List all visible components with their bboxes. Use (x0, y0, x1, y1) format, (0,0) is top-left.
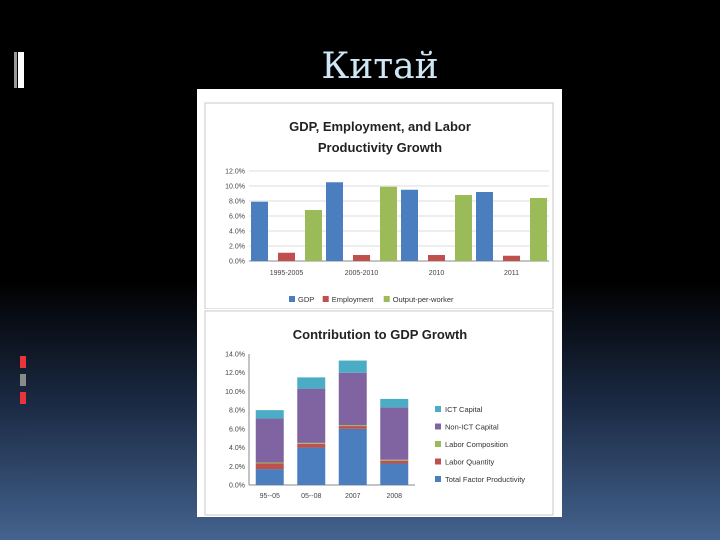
chart2-bar-labor-composition (380, 459, 409, 461)
chart2-x-tick: 95--05 (260, 493, 280, 500)
chart1-legend-swatch-output-per-worker (383, 296, 390, 302)
accent-square-red-2 (20, 392, 26, 404)
charts-picture: GDP, Employment, and Labor Productivity G… (197, 89, 562, 517)
chart1-y-tick: 2.0% (229, 244, 245, 251)
chart2-bar-non-ict-capital (297, 388, 326, 443)
chart2-y-tick: 6.0% (229, 426, 245, 433)
chart2-bar-ict-capital (297, 377, 326, 389)
chart1-bar-employment (428, 255, 445, 261)
chart1-x-tick: 2010 (429, 270, 445, 277)
chart1-legend-swatch-gdp (289, 296, 295, 302)
chart1-bar-output-per-worker (455, 195, 472, 261)
chart1-bar-employment (503, 255, 520, 261)
chart2-bar-labor-composition (338, 425, 367, 427)
title-accent-white (18, 52, 24, 88)
chart1-x-tick: 1995-2005 (270, 270, 304, 277)
chart1-y-tick: 12.0% (225, 169, 245, 176)
chart1-bar-employment (353, 255, 370, 261)
chart1-bar-output-per-worker (305, 210, 322, 261)
chart1-title-line: Productivity Growth (318, 140, 442, 155)
chart2-legend-swatch-non-ict-capital (435, 423, 441, 430)
chart1-x-tick: 2011 (504, 270, 519, 277)
chart2-x-tick: 2008 (386, 493, 402, 500)
chart1-legend-swatch-employment (322, 296, 329, 302)
left-decor-bar (0, 0, 28, 540)
chart2-legend-swatch-labor-quantity (435, 458, 441, 465)
chart2-x-tick: 05--08 (301, 493, 321, 500)
chart1-x-tick: 2005-2010 (345, 270, 379, 277)
chart2-bar-labor-quantity (297, 443, 326, 448)
chart1-bar-gdp (326, 182, 343, 261)
chart2-bar-labor-quantity (380, 460, 409, 464)
chart2-border (204, 310, 554, 516)
chart1-y-tick: 0.0% (229, 259, 245, 266)
chart1-legend-label-output-per-worker: Output-per-worker (393, 295, 454, 304)
chart1-legend-label-gdp: GDP (298, 295, 314, 304)
chart2-bar-total-factor-productivity (338, 428, 367, 485)
chart-contribution-to-gdp: Contribution to GDP Growth 14.0% 12.0% 10.0… (204, 310, 554, 516)
chart2-bar-ict-capital (338, 360, 367, 373)
chart2-x-tick: 2007 (345, 493, 361, 500)
chart2-bar-labor-quantity (338, 426, 367, 429)
chart2-y-tick: 8.0% (229, 408, 245, 415)
accent-square-red-1 (20, 356, 26, 368)
title-accent-grey (14, 52, 17, 88)
chart2-legend-swatch-total-factor-productivity (435, 476, 441, 482)
chart2-y-tick: 2.0% (229, 464, 245, 471)
chart2-bar-non-ict-capital (380, 407, 409, 460)
chart2-bar-total-factor-productivity (255, 469, 284, 485)
chart1-y-tick: 6.0% (229, 214, 245, 221)
chart1-bar-gdp (251, 201, 268, 261)
chart2-bar-non-ict-capital (255, 418, 284, 463)
chart1-bar-gdp (401, 189, 418, 261)
chart2-y-tick: 10.0% (225, 389, 245, 396)
chart1-border (204, 102, 554, 309)
chart2-bar-labor-composition (297, 442, 326, 444)
chart2-legend-label-ict-capital: ICT Capital (445, 405, 483, 414)
chart2-bar-total-factor-productivity (297, 447, 326, 485)
chart2-bar-total-factor-productivity (380, 463, 409, 485)
chart2-bar-ict-capital (255, 410, 284, 419)
chart2-bar-ict-capital (380, 398, 409, 408)
chart2-y-tick: 12.0% (225, 370, 245, 377)
chart1-bar-gdp (476, 192, 493, 261)
chart2-bar-labor-quantity (255, 463, 284, 470)
chart2-bar-non-ict-capital (338, 372, 367, 426)
chart2-legend-label-labor-quantity: Labor Quantity (445, 458, 494, 467)
chart1-title-line: GDP, Employment, and Labor (289, 119, 471, 134)
chart2-legend-swatch-ict-capital (435, 406, 441, 412)
chart2-legend-swatch-labor-composition (435, 441, 441, 447)
slide-title: Китай (321, 46, 439, 87)
chart2-y-tick: 14.0% (225, 352, 245, 359)
chart1-y-tick: 10.0% (225, 184, 245, 191)
chart1-y-tick: 4.0% (229, 229, 245, 236)
chart2-title-line: Contribution to GDP Growth (293, 327, 468, 342)
chart2-legend-label-total-factor-productivity: Total Factor Productivity (445, 475, 525, 484)
chart2-bar-labor-composition (255, 462, 284, 464)
chart-gdp-employment-productivity: GDP, Employment, and Labor Productivity G… (204, 102, 554, 309)
chart1-bar-output-per-worker (380, 186, 397, 261)
chart2-y-tick: 4.0% (229, 445, 245, 452)
chart2-legend-label-non-ict-capital: Non-ICT Capital (445, 423, 499, 432)
chart1-bar-employment (278, 252, 295, 261)
chart2-y-tick: 0.0% (229, 483, 245, 490)
chart1-bar-output-per-worker (530, 198, 547, 261)
chart1-y-tick: 8.0% (229, 199, 245, 206)
chart2-legend-label-labor-composition: Labor Composition (445, 440, 508, 449)
accent-square-grey (20, 374, 26, 386)
chart1-legend-label-employment: Employment (332, 295, 375, 304)
